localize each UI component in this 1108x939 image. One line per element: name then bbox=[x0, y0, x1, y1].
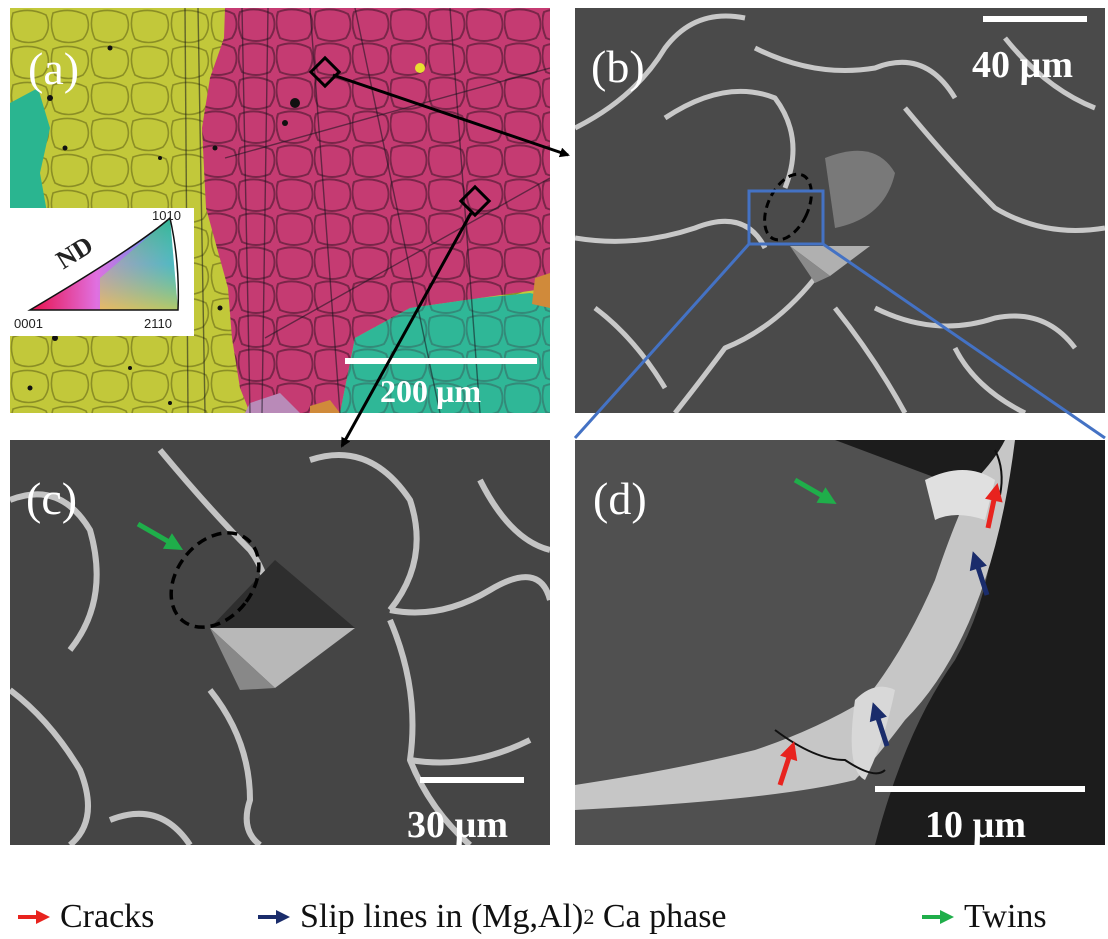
legend-slip-lines-subscript: 2 bbox=[583, 904, 595, 929]
panel-d-scale-bar bbox=[875, 786, 1085, 792]
sem-microstructure-c bbox=[10, 440, 550, 845]
panel-d-scale-label: 10 µm bbox=[925, 804, 1027, 845]
navy-arrow-icon bbox=[258, 910, 290, 924]
panel-c-sem-image: (c) 30 µm bbox=[10, 440, 550, 845]
panel-d-sem-zoom: (d) 10 µm bbox=[575, 440, 1105, 845]
legend-slip-lines-suffix: Ca phase bbox=[602, 898, 727, 935]
panel-b-scale-bar bbox=[983, 16, 1087, 22]
panel-b-scale-label: 40 µm bbox=[972, 44, 1074, 86]
panel-a-ebsd-map: ND 0001 2110 1010 (a) 200 µm bbox=[10, 8, 550, 413]
zoom-region-box bbox=[747, 189, 825, 246]
panel-a-label: (a) bbox=[28, 43, 80, 94]
legend-cracks: Cracks bbox=[18, 895, 154, 939]
ipf-triangle bbox=[27, 216, 180, 311]
legend-twins-label: Twins bbox=[964, 898, 1047, 935]
panel-c-scale-label: 30 µm bbox=[407, 804, 509, 845]
panel-c-scale-bar bbox=[420, 777, 524, 783]
ipf-corner-0001: 0001 bbox=[14, 316, 43, 331]
legend-cracks-label: Cracks bbox=[60, 898, 155, 935]
panel-c-label: (c) bbox=[26, 473, 78, 524]
green-arrow-icon bbox=[922, 910, 954, 924]
red-arrow-icon bbox=[18, 910, 50, 924]
panel-b-sem-image: (b) 40 µm bbox=[575, 8, 1105, 413]
panel-d-label: (d) bbox=[593, 473, 647, 524]
panel-b-label: (b) bbox=[591, 41, 645, 92]
legend-twins: Twins bbox=[922, 895, 1047, 939]
legend-slip-lines: Slip lines in (Mg,Al) 2 Ca phase bbox=[258, 895, 727, 939]
marker-diamond-upper bbox=[308, 55, 342, 89]
marker-diamond-lower bbox=[458, 184, 492, 218]
ipf-corner-1010: 1010 bbox=[152, 208, 181, 223]
panel-a-scale-bar bbox=[345, 358, 537, 364]
panel-a-scale-label: 200 µm bbox=[380, 373, 482, 409]
sem-zoom-d bbox=[575, 440, 1105, 845]
ipf-corner-2110: 2110 bbox=[144, 316, 172, 331]
legend-slip-lines-label: Slip lines in (Mg,Al) bbox=[300, 898, 584, 935]
ipf-color-key: ND 0001 2110 1010 bbox=[10, 208, 194, 336]
